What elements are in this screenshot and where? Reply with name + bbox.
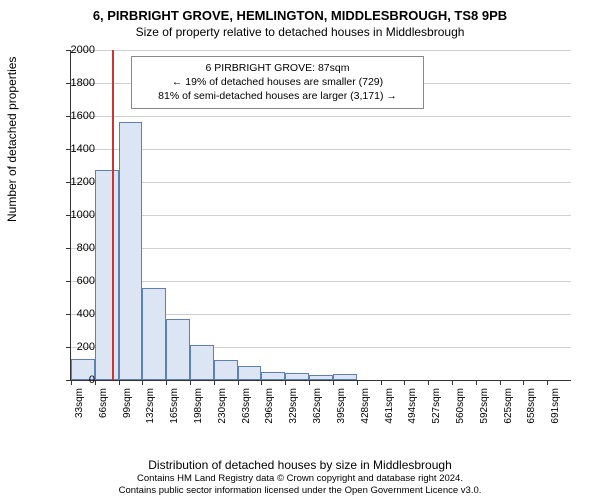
x-tick-label: 362sqm: [312, 388, 323, 438]
x-tick: [381, 380, 382, 385]
grid-line: [71, 281, 571, 282]
histogram-bar: [166, 319, 190, 380]
x-tick-label: 625sqm: [503, 388, 514, 438]
annotation-box: 6 PIRBRIGHT GROVE: 87sqm ← 19% of detache…: [131, 56, 424, 109]
grid-line: [71, 182, 571, 183]
chart-title: 6, PIRBRIGHT GROVE, HEMLINGTON, MIDDLESB…: [0, 0, 600, 23]
x-tick: [476, 380, 477, 385]
property-marker-line: [112, 50, 114, 380]
x-tick: [333, 380, 334, 385]
x-tick-label: 691sqm: [550, 388, 561, 438]
x-tick: [523, 380, 524, 385]
annotation-line-3: 81% of semi-detached houses are larger (…: [158, 90, 397, 102]
y-tick-label: 600: [55, 275, 95, 287]
x-tick-label: 132sqm: [145, 388, 156, 438]
chart-footer: Contains HM Land Registry data © Crown c…: [0, 473, 600, 496]
y-tick-label: 1200: [55, 176, 95, 188]
x-tick-label: 560sqm: [455, 388, 466, 438]
x-tick: [500, 380, 501, 385]
x-tick: [190, 380, 191, 385]
annotation-line-1: 6 PIRBRIGHT GROVE: 87sqm: [206, 62, 350, 74]
x-tick: [214, 380, 215, 385]
x-tick-label: 494sqm: [407, 388, 418, 438]
grid-line: [71, 149, 571, 150]
y-tick-label: 0: [55, 374, 95, 386]
y-tick-label: 2000: [55, 44, 95, 56]
x-tick: [404, 380, 405, 385]
y-tick-label: 400: [55, 308, 95, 320]
y-tick-label: 1400: [55, 143, 95, 155]
x-tick-label: 165sqm: [169, 388, 180, 438]
chart-subtitle: Size of property relative to detached ho…: [0, 23, 600, 39]
x-tick: [119, 380, 120, 385]
histogram-bar: [119, 122, 143, 380]
grid-line: [71, 116, 571, 117]
y-tick-label: 200: [55, 341, 95, 353]
histogram-bar: [261, 372, 285, 380]
y-tick-label: 1000: [55, 209, 95, 221]
grid-line: [71, 50, 571, 51]
x-axis-label: Distribution of detached houses by size …: [0, 458, 600, 472]
histogram-bar: [285, 373, 309, 380]
x-tick-label: 263sqm: [241, 388, 252, 438]
x-tick: [238, 380, 239, 385]
y-tick-label: 800: [55, 242, 95, 254]
x-tick-label: 66sqm: [98, 388, 109, 438]
x-tick-label: 395sqm: [336, 388, 347, 438]
x-tick-label: 33sqm: [74, 388, 85, 438]
x-tick-label: 592sqm: [479, 388, 490, 438]
x-tick-label: 527sqm: [431, 388, 442, 438]
chart-container: 6, PIRBRIGHT GROVE, HEMLINGTON, MIDDLESB…: [0, 0, 600, 500]
x-tick: [261, 380, 262, 385]
histogram-bar: [309, 375, 333, 380]
footer-line-2: Contains public sector information licen…: [119, 485, 482, 496]
plot-area: 6 PIRBRIGHT GROVE: 87sqm ← 19% of detache…: [70, 50, 571, 381]
histogram-bar: [238, 366, 262, 380]
grid-line: [71, 215, 571, 216]
x-tick: [547, 380, 548, 385]
x-tick: [309, 380, 310, 385]
histogram-bar: [95, 170, 119, 380]
histogram-bar: [214, 360, 238, 380]
y-axis-label: Number of detached properties: [5, 57, 19, 222]
x-tick-label: 461sqm: [384, 388, 395, 438]
histogram-bar: [190, 345, 214, 380]
grid-line: [71, 248, 571, 249]
x-tick: [285, 380, 286, 385]
x-tick-label: 296sqm: [264, 388, 275, 438]
x-tick-label: 99sqm: [122, 388, 133, 438]
histogram-bar: [142, 288, 166, 380]
x-tick: [452, 380, 453, 385]
x-tick-label: 198sqm: [193, 388, 204, 438]
x-tick-label: 658sqm: [526, 388, 537, 438]
x-tick: [142, 380, 143, 385]
annotation-line-2: ← 19% of detached houses are smaller (72…: [172, 76, 383, 88]
x-tick-label: 230sqm: [217, 388, 228, 438]
x-tick-label: 428sqm: [360, 388, 371, 438]
histogram-bar: [333, 374, 357, 380]
x-tick: [166, 380, 167, 385]
x-tick: [357, 380, 358, 385]
y-tick-label: 1600: [55, 110, 95, 122]
y-tick-label: 1800: [55, 77, 95, 89]
footer-line-1: Contains HM Land Registry data © Crown c…: [137, 473, 463, 484]
x-tick: [428, 380, 429, 385]
x-tick-label: 329sqm: [288, 388, 299, 438]
